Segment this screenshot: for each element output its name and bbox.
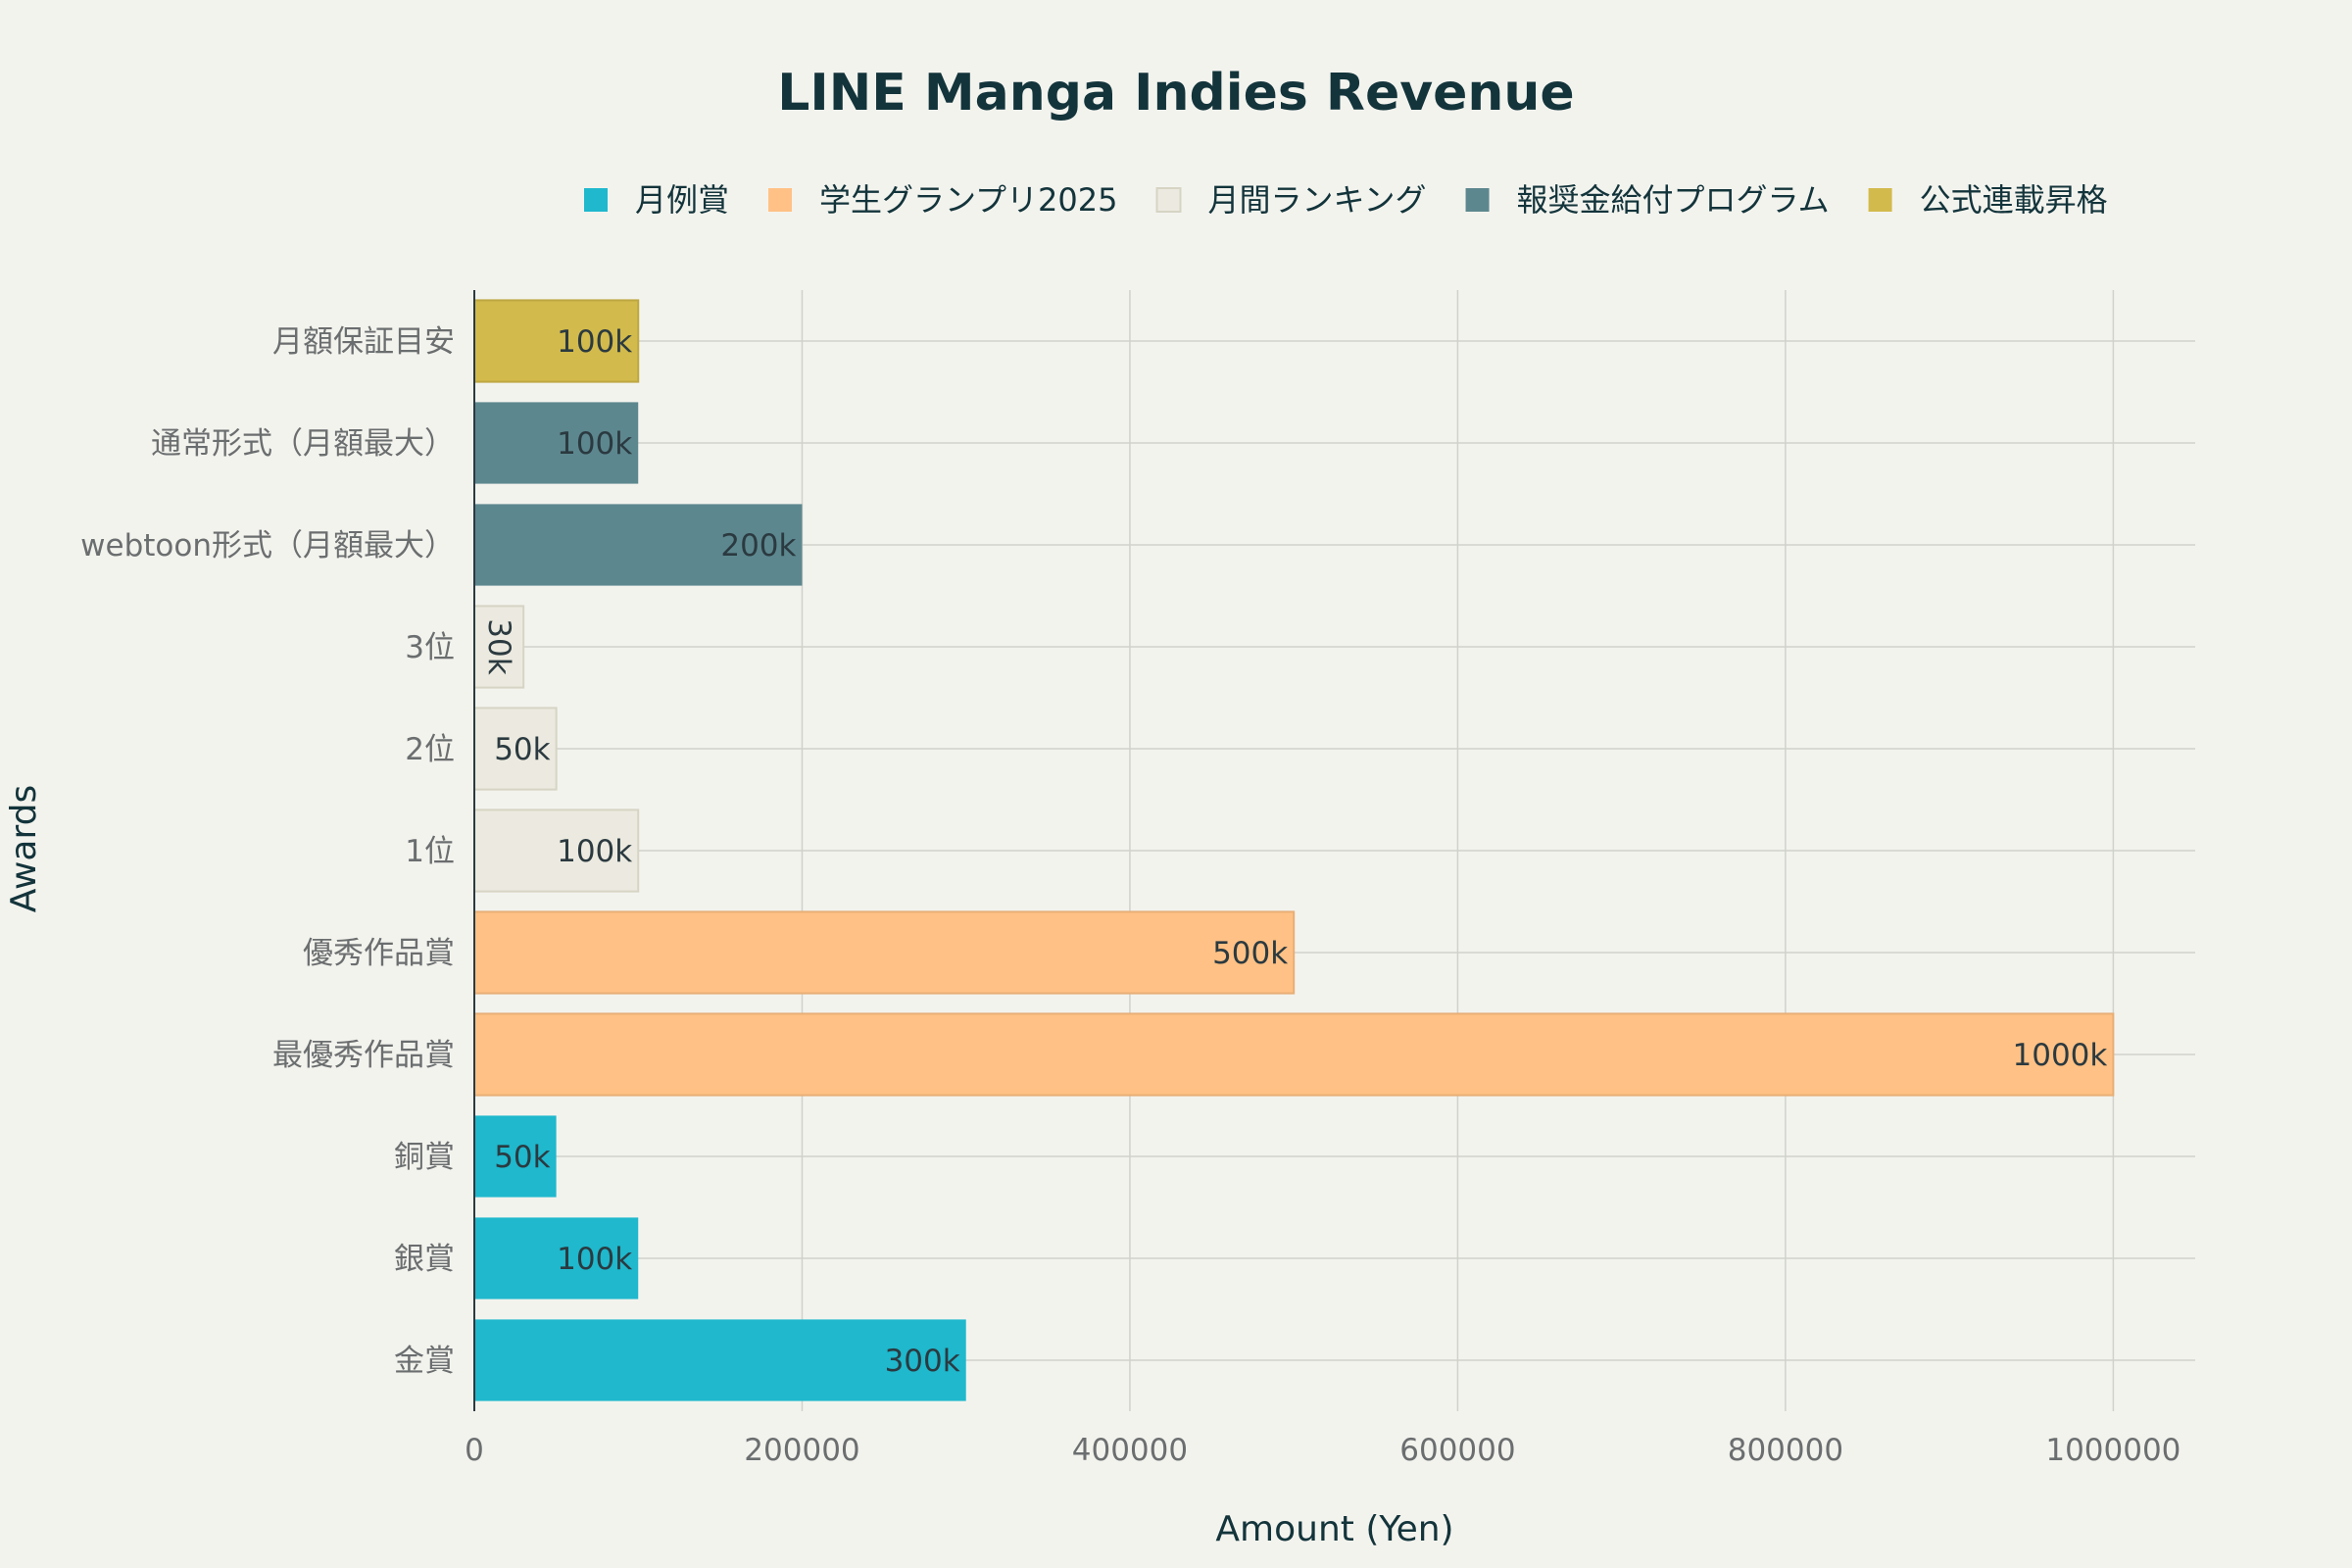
bar — [473, 605, 525, 689]
x-axis-title: Amount (Yen) — [1215, 1509, 1453, 1549]
y-tick-label: 金賞 — [394, 1344, 455, 1379]
x-tick-label: 400000 — [1072, 1433, 1188, 1468]
x-tick-label: 600000 — [1399, 1433, 1515, 1468]
legend-swatch — [1465, 188, 1490, 212]
y-tick-label: 2位 — [405, 732, 455, 767]
bar-value-label: 100k — [557, 324, 632, 360]
bar — [473, 707, 558, 791]
bar — [474, 1217, 639, 1299]
legend-label: 公式連載昇格 — [1920, 181, 2108, 219]
bar-value-label: 30k — [481, 618, 516, 674]
legend-swatch — [768, 188, 793, 212]
y-tick-label: 最優秀作品賞 — [272, 1038, 455, 1073]
legend: 月例賞 学生グランプリ2025 月間ランキング 報奨金給付プログラム 公式連載昇格 — [584, 181, 2108, 219]
y-tick-label: 銅賞 — [394, 1140, 455, 1175]
y-axis-tick-labels: 金賞 銀賞 銅賞 最優秀作品賞 優秀作品賞 1位 2位 3位 webtoon形式（月額最大） 通常… — [80, 324, 455, 1379]
bar-value-label: 100k — [557, 426, 632, 462]
y-axis-title: Awards — [4, 785, 44, 912]
bar — [474, 1319, 966, 1401]
chart-title: LINE Manga Indies Revenue — [777, 64, 1574, 122]
legend-swatch — [1868, 188, 1892, 212]
bar — [474, 1115, 557, 1198]
y-tick-label: 通常形式（月額最大） — [151, 426, 455, 462]
y-tick-label: 月額保証目安 — [272, 324, 455, 360]
legend-label: 学生グランプリ2025 — [819, 181, 1117, 219]
x-tick-label: 0 — [465, 1433, 484, 1468]
grid — [473, 290, 2195, 1411]
x-tick-label: 800000 — [1728, 1433, 1843, 1468]
x-axis-tick-labels: 0 200000 400000 600000 800000 1000000 — [465, 1433, 2180, 1468]
bar — [473, 299, 640, 383]
y-tick-label: 優秀作品賞 — [303, 936, 455, 971]
x-tick-label: 200000 — [744, 1433, 859, 1468]
bar-value-label: 100k — [557, 1242, 632, 1277]
bar-value-label: 100k — [557, 834, 632, 869]
bar-value-label: 300k — [885, 1344, 960, 1379]
bar-value-label: 50k — [494, 732, 550, 767]
legend-swatch — [1155, 187, 1182, 213]
bar — [473, 910, 1296, 995]
bar-value-label: 500k — [1212, 936, 1288, 971]
legend-label: 月間ランキング — [1208, 181, 1427, 219]
bar — [474, 504, 803, 586]
x-tick-label: 1000000 — [2045, 1433, 2180, 1468]
bar-value-label: 1000k — [2013, 1038, 2108, 1073]
bar-labels: 300k 100k 50k 1000k 500k 100k 50k 30k 200k 100k 10… — [481, 324, 2107, 1379]
bar-value-label: 200k — [720, 528, 796, 564]
legend-swatch — [584, 188, 608, 212]
bar — [474, 402, 639, 484]
y-tick-label: 1位 — [405, 834, 455, 869]
bar — [473, 1012, 2115, 1097]
y-tick-label: 銀賞 — [394, 1242, 455, 1277]
legend-label: 月例賞 — [635, 181, 729, 219]
legend-label: 報奨金給付プログラム — [1517, 181, 1830, 219]
bars — [473, 299, 2115, 1401]
y-tick-label: webtoon形式（月額最大） — [80, 528, 455, 564]
y-tick-label: 3位 — [405, 630, 455, 665]
bar-value-label: 50k — [494, 1140, 550, 1175]
